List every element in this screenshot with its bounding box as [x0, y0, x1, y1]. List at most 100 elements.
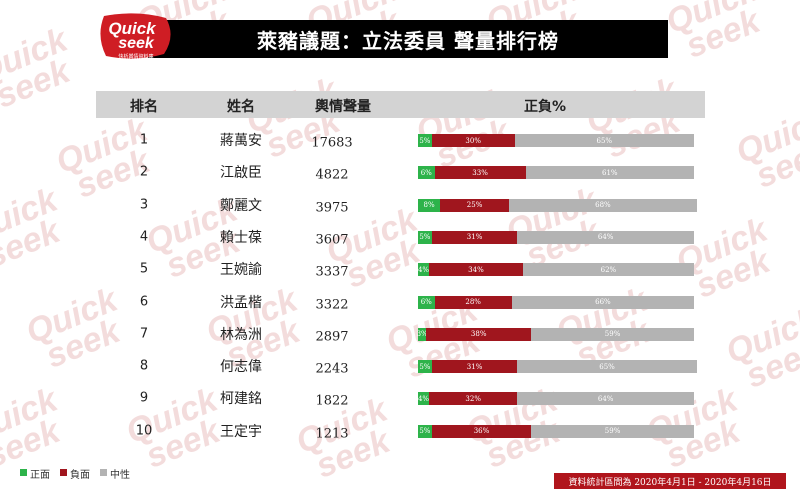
chart-title: 萊豬議題：立法委員 聲量排行榜	[257, 28, 559, 53]
legend-label: 中性	[110, 470, 130, 481]
sentiment-bar: 6% 28% 66%	[418, 295, 694, 309]
logo-text-top: Quick	[108, 19, 157, 38]
neutral-segment: 59%	[531, 327, 694, 341]
segment-value-label: 34%	[468, 265, 484, 274]
negative-segment: 33%	[434, 166, 526, 180]
negative-segment: 31%	[431, 230, 518, 244]
legislator-name: 鄭麗文	[220, 197, 262, 214]
segment-value-label: 36%	[473, 427, 490, 436]
segment-value-label: 33%	[472, 168, 488, 177]
segment-value-label: 61%	[602, 168, 618, 177]
segment-value-label: 64%	[597, 233, 614, 242]
volume-value: 1213	[315, 426, 349, 442]
footer-text: 資料統計區間為 2020年4月1日 - 2020年4月16日	[568, 477, 772, 488]
rank-cell: 7	[139, 326, 149, 342]
quickseek-logo: Quick seek 快析輿情資料庫	[100, 13, 171, 60]
header-name: 姓名	[227, 99, 255, 115]
negative-segment: 32%	[429, 392, 518, 406]
volume-value: 3607	[315, 232, 349, 248]
legend-label: 正面	[30, 470, 50, 481]
rank-cell: 4	[139, 229, 149, 245]
date-range-footer: 資料統計區間為 2020年4月1日 - 2020年4月16日	[554, 473, 786, 489]
neutral-segment: 68%	[509, 198, 697, 212]
volume-value: 3322	[315, 297, 349, 312]
neutral-segment: 65%	[514, 134, 694, 147]
table-header: 排名 姓名 輿情聲量 正負%	[96, 91, 705, 118]
sentiment-bar: 4% 34% 62%	[417, 263, 694, 277]
sentiment-bar: 5% 31% 64%	[418, 230, 694, 244]
sentiment-bar: 5% 30% 65%	[418, 134, 694, 147]
neutral-segment: 66%	[511, 295, 694, 309]
rank-cell: 8	[139, 358, 149, 374]
segment-value-label: 65%	[599, 362, 615, 371]
legislator-name: 柯建銘	[220, 391, 262, 408]
legislator-name: 江啟臣	[220, 165, 262, 182]
legend-swatch	[100, 469, 107, 476]
neutral-segment: 64%	[517, 392, 694, 406]
legislator-name: 何志偉	[220, 359, 262, 376]
chart-title-bar: 萊豬議題：立法委員 聲量排行榜	[148, 20, 668, 58]
rank-cell: 6	[139, 294, 149, 309]
rank-cell: 9	[139, 390, 149, 406]
neutral-segment: 61%	[525, 166, 694, 180]
segment-value-label: 25%	[466, 201, 483, 210]
positive-segment: 5%	[418, 424, 432, 438]
volume-value: 3337	[315, 264, 349, 280]
header-volume: 輿情聲量	[315, 99, 371, 115]
rank-cell: 5	[139, 261, 149, 277]
neutral-segment: 62%	[522, 263, 694, 277]
positive-segment: 3%	[417, 327, 428, 341]
segment-value-label: 8%	[423, 201, 435, 210]
positive-segment: 4%	[417, 263, 430, 277]
volume-value: 3975	[315, 200, 349, 216]
segment-value-label: 6%	[420, 298, 432, 306]
positive-segment: 5%	[418, 360, 432, 374]
positive-segment: 5%	[418, 134, 432, 147]
segment-value-label: 5%	[419, 233, 431, 242]
segment-value-label: 5%	[419, 136, 431, 145]
segment-value-label: 65%	[596, 136, 613, 145]
negative-segment: 31%	[431, 360, 518, 374]
segment-value-label: 31%	[466, 362, 483, 371]
sentiment-bar: 4% 32% 64%	[418, 392, 694, 406]
segment-value-label: 64%	[597, 394, 614, 403]
positive-segment: 6%	[418, 166, 435, 180]
positive-segment: 5%	[418, 230, 432, 244]
legislator-name: 蔣萬安	[220, 133, 262, 149]
sentiment-bar: 5% 36% 59%	[418, 424, 694, 438]
segment-value-label: 5%	[419, 427, 431, 436]
rank-cell: 2	[139, 164, 149, 180]
header-rank: 排名	[130, 99, 158, 115]
volume-value: 4822	[315, 167, 349, 183]
legend-label: 負面	[70, 470, 90, 481]
legislator-name: 林為洲	[220, 326, 262, 343]
neutral-segment: 59%	[531, 424, 694, 438]
rank-cell: 10	[135, 423, 153, 439]
sentiment-bar: 8% 25% 68%	[418, 198, 697, 212]
volume-value: 2243	[315, 361, 349, 377]
negative-segment: 28%	[434, 295, 512, 309]
neutral-segment: 65%	[517, 360, 697, 374]
segment-value-label: 68%	[595, 201, 611, 210]
segment-value-label: 5%	[419, 362, 431, 371]
rank-cell: 3	[139, 197, 149, 213]
segment-value-label: 32%	[465, 394, 481, 403]
segment-value-label: 6%	[420, 168, 432, 177]
sentiment-bar: 3% 38% 59%	[417, 327, 694, 341]
segment-value-label: 28%	[465, 298, 481, 306]
segment-value-label: 4%	[417, 265, 430, 274]
segment-value-label: 38%	[470, 330, 487, 339]
negative-segment: 25%	[440, 198, 510, 212]
segment-value-label: 31%	[466, 233, 483, 242]
positive-segment: 6%	[418, 295, 435, 309]
legislator-name: 賴士葆	[220, 229, 262, 246]
segment-value-label: 62%	[600, 265, 617, 274]
sentiment-bar: 5% 31% 65%	[418, 360, 697, 374]
legislator-name: 王定宇	[220, 423, 262, 440]
neutral-segment: 64%	[517, 230, 694, 244]
segment-value-label: 30%	[465, 136, 481, 145]
segment-value-label: 59%	[604, 427, 621, 436]
volume-value: 1822	[315, 393, 349, 409]
negative-segment: 34%	[429, 263, 523, 277]
